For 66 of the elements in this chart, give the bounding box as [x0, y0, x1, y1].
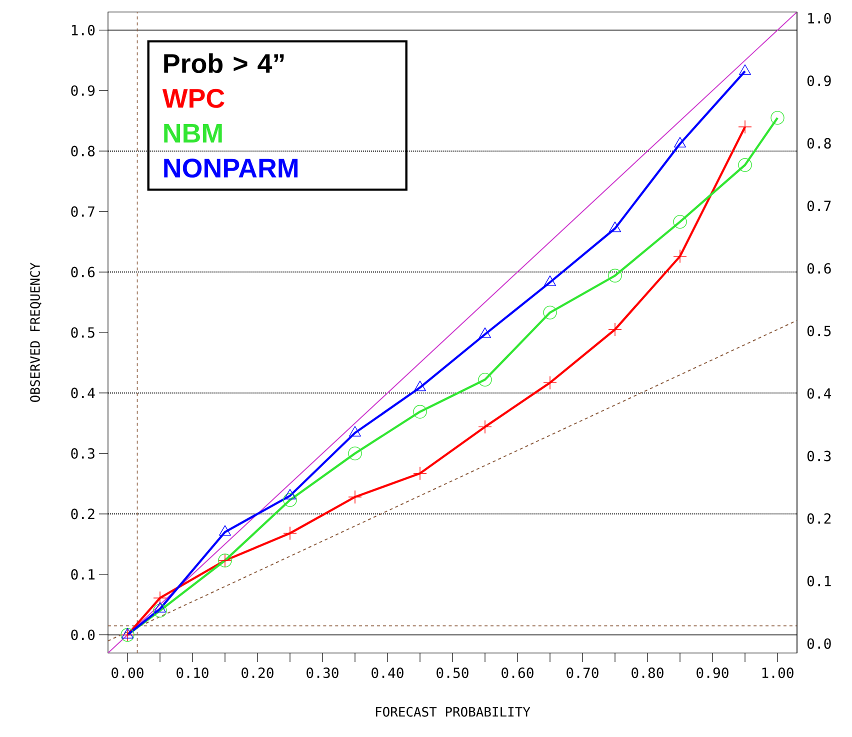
point	[543, 376, 557, 390]
y-tick-label: 0.6	[71, 266, 95, 278]
y2-tick-label: 0.7	[807, 200, 831, 212]
y-tick-label: 0.2	[71, 508, 94, 520]
point	[673, 214, 687, 229]
point	[674, 136, 686, 148]
point	[543, 306, 557, 320]
point	[609, 222, 621, 232]
x-axis-title: FORECAST PROBABILITY	[376, 706, 530, 717]
x-tick-label: 0.10	[176, 668, 208, 678]
x-tick-label: 0.70	[566, 668, 598, 678]
y-tick-label: 0.1	[71, 569, 95, 580]
y-tick-label: 0.3	[71, 448, 94, 459]
point	[348, 446, 362, 460]
y-tick-label: 1.0	[72, 24, 95, 36]
point	[738, 158, 752, 172]
y-tick-label: 0.9	[71, 85, 95, 96]
y-tick-label: 0.0	[71, 630, 95, 640]
y-tick-label: 0.7	[71, 206, 94, 217]
y2-tick-label: 0.8	[807, 138, 831, 149]
legend-title: Prob > 4”	[164, 53, 284, 74]
point	[283, 526, 297, 540]
x-tick-label: 0.60	[502, 668, 534, 678]
point	[413, 466, 427, 480]
y2-tick-label: 0.5	[807, 326, 831, 336]
point	[348, 490, 362, 504]
point	[153, 604, 167, 618]
x-tick-label: 1.00	[762, 668, 794, 678]
y-tick-label: 0.5	[71, 327, 94, 338]
y2-tick-label: 0.9	[807, 76, 831, 86]
x-tick-label: 0.20	[242, 668, 274, 678]
x-tick-label: 0.30	[306, 668, 338, 678]
y2-tick-label: 0.0	[807, 638, 831, 649]
x-tick-label: 0.90	[696, 668, 728, 678]
point	[478, 420, 492, 434]
point	[479, 327, 491, 338]
point	[770, 110, 784, 125]
y2-tick-label: 0.6	[807, 263, 831, 274]
y2-tick-label: 0.4	[807, 388, 832, 399]
text: NBM	[164, 124, 222, 143]
x-tick-label: 0.00	[112, 668, 144, 678]
point	[349, 426, 361, 436]
y2-tick-label: 0.3	[807, 450, 831, 462]
point	[739, 64, 751, 75]
point	[219, 525, 231, 536]
point	[738, 120, 752, 134]
point	[608, 322, 622, 336]
text: NONPARM	[164, 158, 298, 178]
point	[283, 493, 297, 507]
point	[478, 372, 492, 387]
point	[673, 249, 687, 264]
x-tick-label: 0.50	[436, 668, 468, 678]
point	[413, 404, 427, 419]
x-tick-label: 0.80	[632, 668, 664, 678]
y-tick-label: 0.4	[71, 388, 95, 398]
y-tick-label: 0.8	[71, 146, 95, 156]
point	[544, 275, 556, 286]
point	[414, 380, 426, 392]
x-tick-label: 0.40	[372, 668, 404, 678]
y-axis-title: OBSERVED FREQUENCY	[30, 262, 42, 402]
point	[153, 591, 167, 605]
y2-tick-label: 0.2	[807, 513, 831, 524]
point	[608, 268, 622, 282]
text: WPC	[162, 88, 224, 108]
y2-tick-label: 0.1	[807, 576, 831, 586]
y2-tick-label: 1.0	[808, 12, 831, 24]
